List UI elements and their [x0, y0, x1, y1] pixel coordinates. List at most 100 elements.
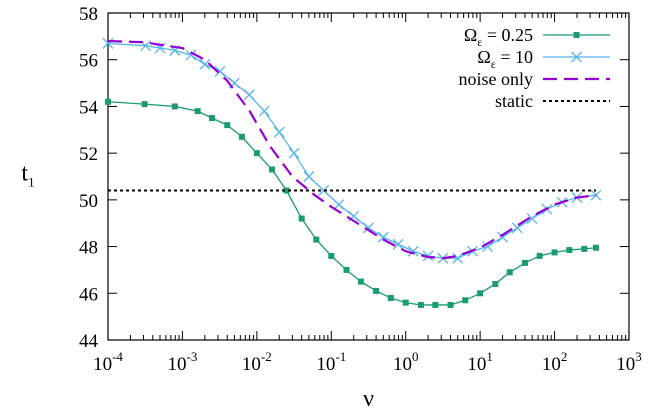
x-tick-label: 103 [616, 349, 642, 375]
data-point [521, 259, 528, 266]
data-point [392, 238, 404, 250]
data-point [238, 133, 245, 140]
data-point [477, 290, 484, 297]
x-tick-label: 10-2 [242, 349, 272, 375]
y-axis-title-base: t [21, 161, 28, 187]
data-point [462, 297, 469, 304]
x-tick-label: 10-4 [93, 349, 123, 375]
data-point [298, 215, 305, 222]
data-point [303, 171, 315, 182]
data-point [357, 278, 364, 285]
data-point [387, 294, 394, 301]
axis-tick-labels: 10-4 10-3 10-2 10-1 100 101 102 103444648505254… [79, 4, 642, 375]
data-point [318, 185, 330, 196]
y-tick-label: 52 [79, 144, 98, 165]
x-tick-exp: -4 [112, 349, 123, 364]
data-point [141, 101, 148, 108]
y-tick-label: 50 [79, 191, 98, 212]
data-point [432, 301, 439, 308]
y-tick-label: 56 [79, 51, 98, 72]
data-point [492, 280, 499, 287]
data-point [224, 122, 231, 129]
data-point [313, 236, 320, 243]
legend-label: noise only [459, 69, 534, 89]
x-tick-exp: -3 [187, 349, 198, 364]
data-point [566, 247, 573, 254]
data-point [288, 147, 300, 159]
legend-item: Ωε = 0.25 [464, 25, 610, 49]
legend-label-sub: ε [491, 57, 496, 71]
data-point [407, 245, 419, 257]
data-point [243, 89, 255, 101]
legend-label-main: static [495, 91, 533, 111]
x-tick-exp: 1 [486, 349, 493, 364]
legend-item: Ωε = 10 [477, 47, 610, 71]
legend-label: Ωε = 10 [477, 47, 533, 71]
x-tick-label: 10-3 [168, 349, 198, 375]
data-point [253, 150, 260, 157]
legend-label-main: Ω [477, 47, 490, 67]
data-point [283, 187, 290, 194]
data-point [185, 49, 197, 61]
data-point [506, 269, 513, 276]
data-point [105, 98, 111, 105]
x-tick-base: 10 [542, 354, 561, 375]
x-tick-base: 10 [467, 354, 486, 375]
x-tick-exp: 2 [561, 349, 568, 364]
legend-label-main: Ω [464, 25, 477, 45]
axis-ticks [107, 12, 630, 341]
x-tick-label: 100 [393, 349, 419, 375]
data-point [171, 103, 178, 110]
data-point [328, 252, 335, 259]
legend-label-rest: = 10 [496, 47, 533, 67]
data-point [551, 249, 558, 256]
data-point [581, 245, 588, 252]
series-omega_025 [105, 98, 599, 308]
legend-label: static [495, 91, 533, 111]
data-point [343, 266, 350, 273]
y-tick-label: 44 [79, 331, 99, 352]
x-tick-exp: 3 [635, 349, 642, 364]
data-point [571, 51, 582, 63]
x-tick-base: 10 [168, 354, 187, 375]
y-axis-title-sub: 1 [28, 175, 35, 190]
data-point [194, 108, 201, 115]
x-tick-exp: -2 [261, 349, 272, 364]
series-layer [102, 37, 602, 308]
data-point [526, 213, 538, 225]
y-tick-label: 46 [79, 284, 98, 305]
y-tick-label: 48 [79, 238, 98, 259]
x-tick-base: 10 [616, 354, 635, 375]
series-line [107, 39, 597, 260]
legend-item: static [495, 91, 610, 111]
plot-frame-group [107, 12, 630, 341]
legend-label: Ωε = 0.25 [464, 25, 533, 49]
data-point [273, 126, 285, 138]
legend-item: noise only [459, 69, 610, 89]
x-tick-exp: 0 [412, 349, 419, 364]
data-point [258, 105, 270, 117]
x-tick-base: 10 [393, 354, 412, 375]
data-point [199, 58, 211, 70]
data-point [333, 199, 345, 210]
data-point [482, 241, 494, 253]
data-point [447, 301, 454, 308]
x-tick-label: 102 [542, 349, 568, 375]
legend-label-sub: ε [477, 35, 482, 49]
data-point [214, 65, 226, 77]
legend-label-main: noise only [459, 69, 534, 89]
data-point [573, 32, 580, 38]
data-point [536, 252, 543, 259]
y-axis-title: t1 [21, 161, 34, 190]
x-tick-base: 10 [316, 354, 335, 375]
x-tick-exp: -1 [335, 349, 346, 364]
x-tick-label: 10-1 [316, 349, 346, 375]
x-tick-base: 10 [242, 354, 261, 375]
data-point [209, 115, 216, 122]
legend-label-rest: = 0.25 [482, 25, 533, 45]
data-point [269, 166, 276, 173]
data-point [592, 244, 599, 251]
y-tick-label: 58 [79, 4, 98, 25]
